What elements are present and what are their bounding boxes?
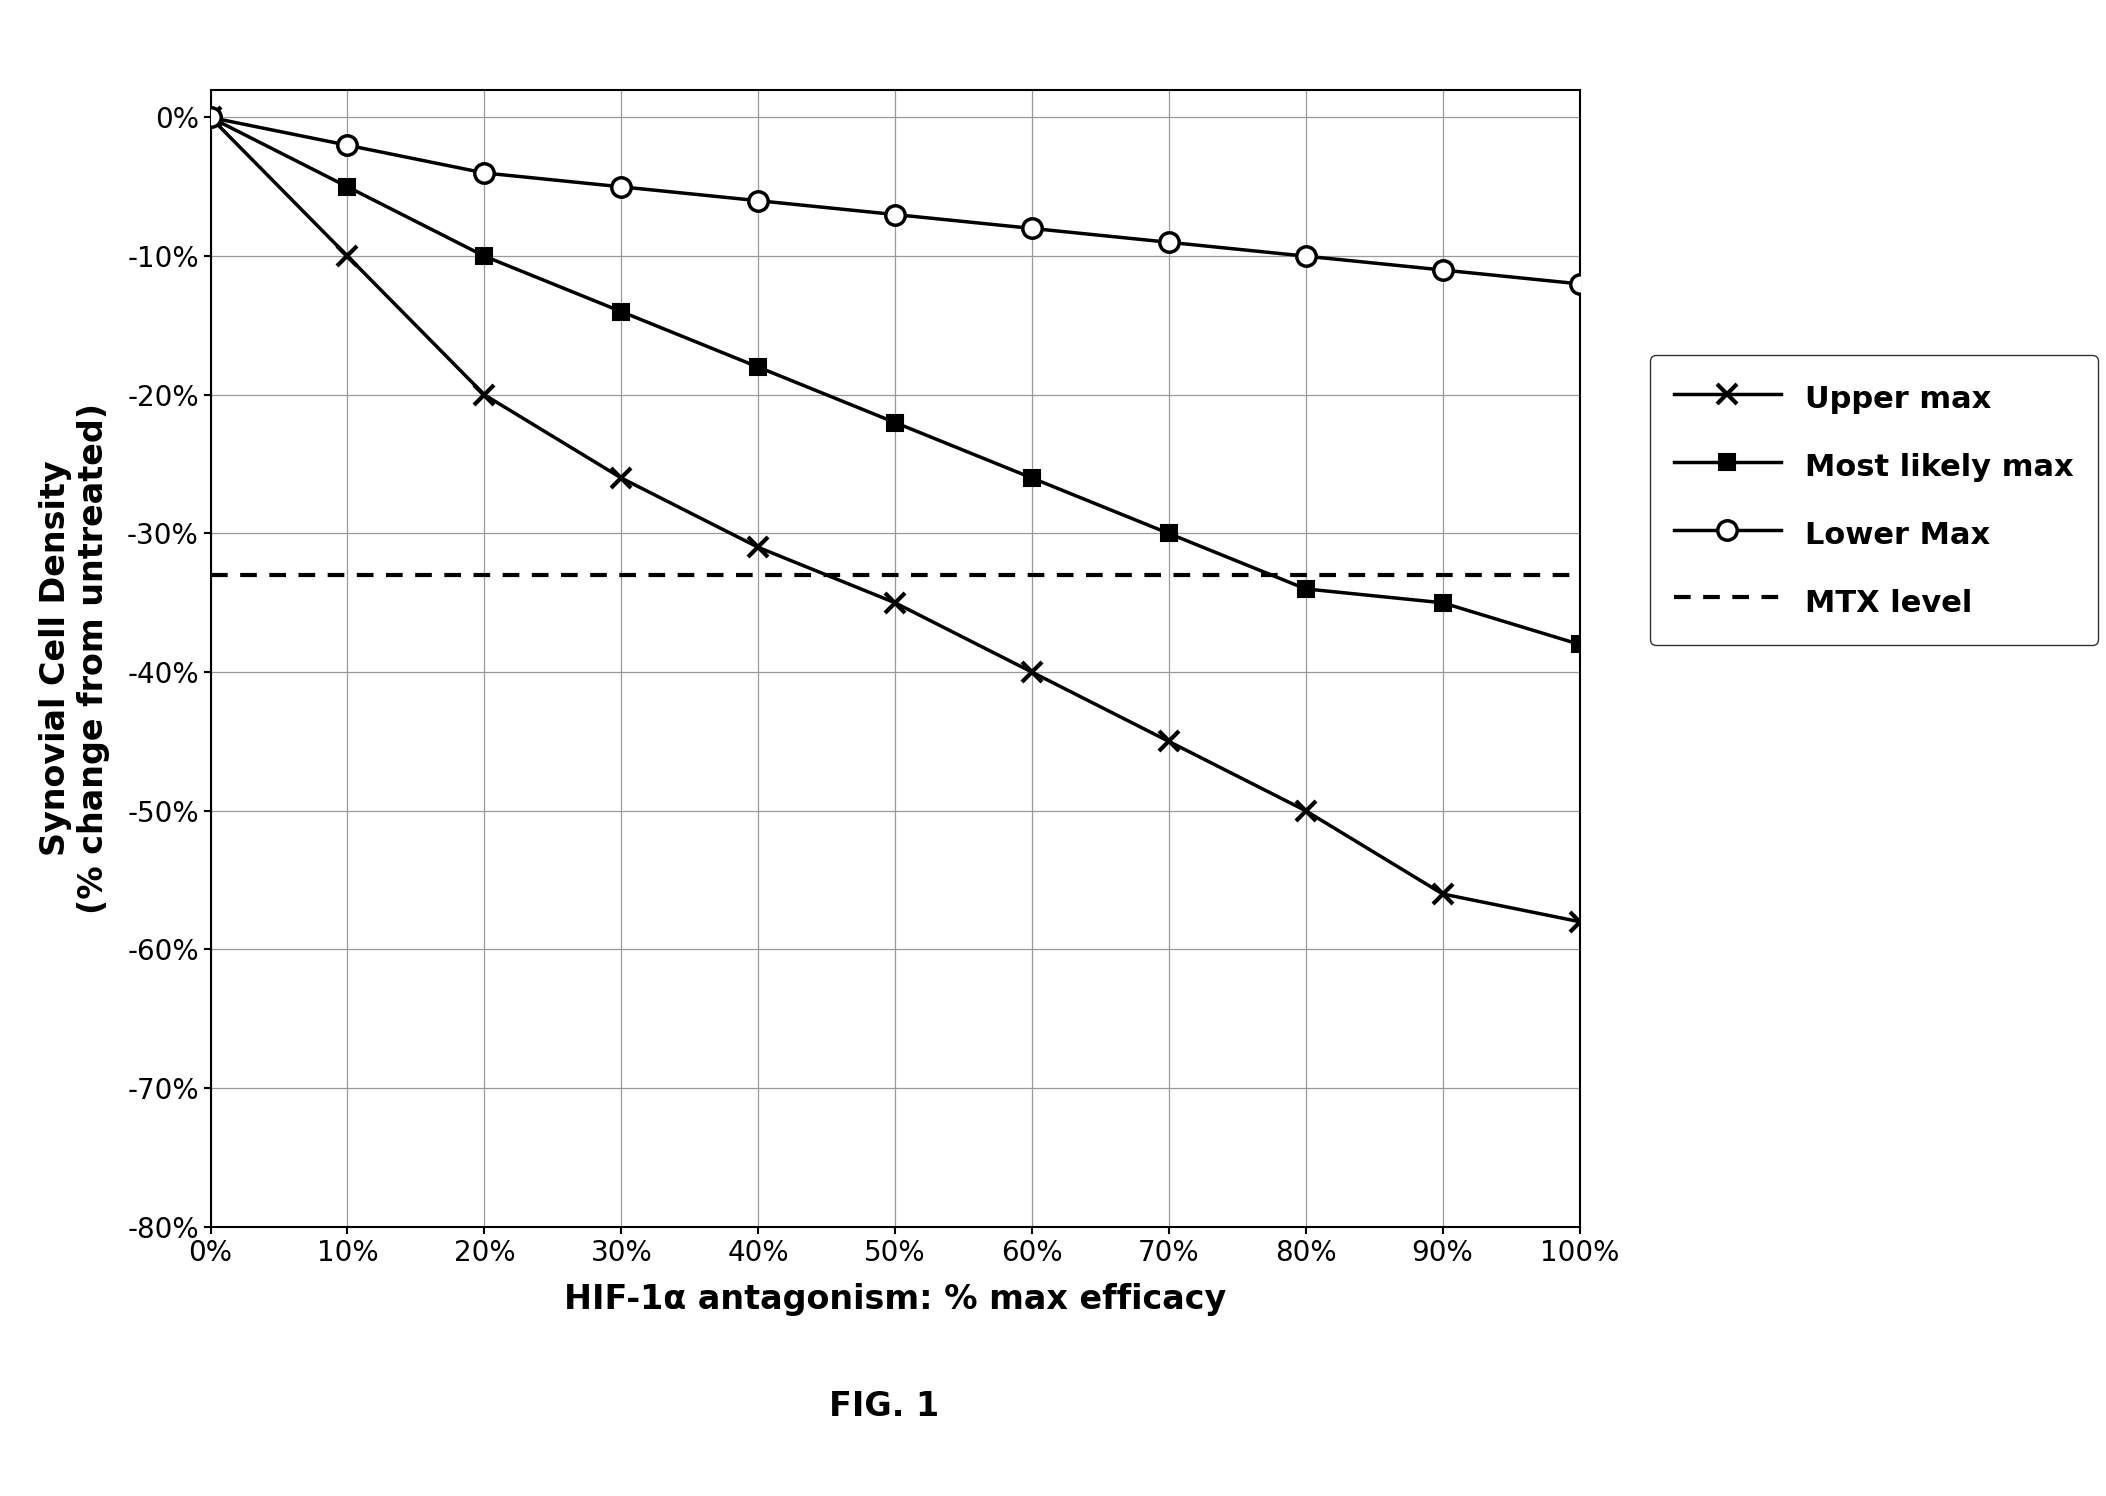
MTX level	[211, 565, 238, 583]
Lower Max	[335, 136, 360, 154]
Lower Max	[1019, 220, 1045, 238]
Upper max	[335, 247, 360, 265]
Most likely max	[1430, 594, 1455, 612]
Most likely max	[198, 109, 223, 127]
Line: Most likely max: Most likely max	[202, 109, 1588, 652]
Upper max	[198, 109, 223, 127]
Lower Max	[1156, 233, 1181, 251]
Line: Lower Max: Lower Max	[200, 108, 1590, 293]
Line: Upper max: Upper max	[200, 108, 1590, 932]
Upper max	[609, 470, 634, 488]
Lower Max	[1430, 260, 1455, 278]
Most likely max	[609, 302, 634, 320]
Lower Max	[198, 109, 223, 127]
Upper max	[472, 386, 497, 404]
Most likely max	[472, 247, 497, 265]
Most likely max	[1156, 525, 1181, 543]
Upper max	[1293, 802, 1318, 820]
Upper max	[1567, 913, 1592, 931]
MTX level	[198, 565, 223, 583]
Lower Max	[472, 165, 497, 183]
Most likely max	[1019, 470, 1045, 488]
Most likely max	[746, 358, 771, 375]
Y-axis label: Synovial Cell Density
(% change from untreated): Synovial Cell Density (% change from unt…	[40, 402, 110, 914]
Legend: Upper max, Most likely max, Lower Max, MTX level: Upper max, Most likely max, Lower Max, M…	[1649, 355, 2098, 645]
Most likely max	[1567, 636, 1592, 654]
Upper max	[746, 539, 771, 557]
Lower Max	[1567, 275, 1592, 293]
Upper max	[1156, 733, 1181, 751]
Most likely max	[1293, 580, 1318, 598]
X-axis label: HIF-1α antagonism: % max efficacy: HIF-1α antagonism: % max efficacy	[564, 1284, 1226, 1316]
Lower Max	[882, 205, 908, 223]
Lower Max	[746, 191, 771, 209]
Upper max	[882, 594, 908, 612]
Text: FIG. 1: FIG. 1	[830, 1390, 939, 1423]
Upper max	[1430, 886, 1455, 904]
Most likely max	[882, 413, 908, 431]
Lower Max	[609, 178, 634, 196]
Lower Max	[1293, 247, 1318, 265]
Upper max	[1019, 663, 1045, 681]
Most likely max	[335, 178, 360, 196]
